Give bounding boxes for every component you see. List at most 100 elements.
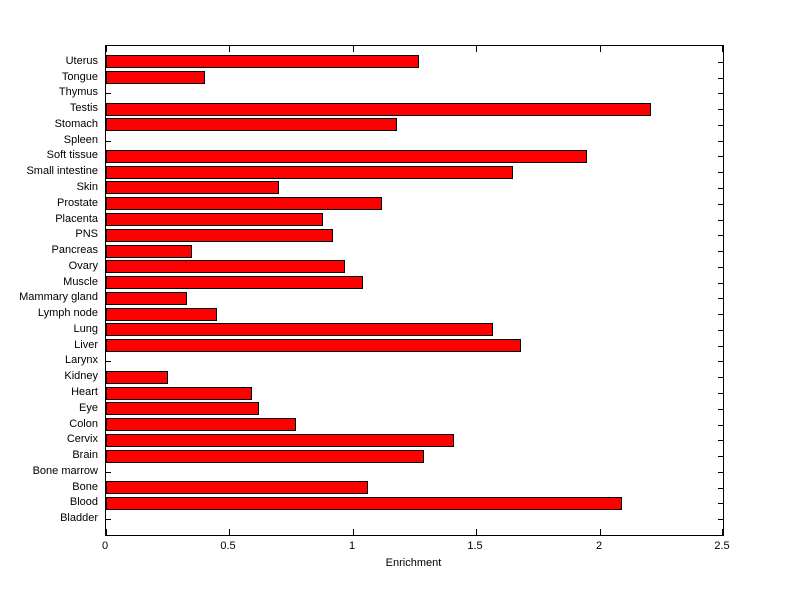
x-axis-tick-label: 0.5 <box>220 540 236 552</box>
y-axis-label: Bone marrow <box>32 465 98 477</box>
y-axis-label: Bone <box>72 481 98 493</box>
y-tick-mark <box>718 62 723 63</box>
y-tick-mark <box>718 409 723 410</box>
y-tick-mark <box>106 519 111 520</box>
y-tick-mark <box>106 361 111 362</box>
y-tick-mark <box>718 346 723 347</box>
y-axis-label: Colon <box>69 418 98 430</box>
y-axis-label: Blood <box>69 496 98 508</box>
y-tick-mark <box>106 472 111 473</box>
x-tick-mark <box>106 529 107 535</box>
bar <box>106 481 368 494</box>
y-tick-mark <box>718 235 723 236</box>
y-tick-mark <box>718 519 723 520</box>
x-tick-mark <box>722 46 723 52</box>
bar <box>106 181 279 194</box>
y-tick-mark <box>718 220 723 221</box>
y-tick-mark <box>718 503 723 504</box>
x-tick-mark <box>353 46 354 52</box>
y-axis-label: Placenta <box>55 213 98 225</box>
bar <box>106 387 252 400</box>
y-axis-label: Larynx <box>64 354 98 366</box>
bar <box>106 71 205 84</box>
y-axis-label: Eye <box>79 402 98 414</box>
y-tick-mark <box>718 314 723 315</box>
x-axis-tick-label: 1 <box>348 540 356 552</box>
y-tick-mark <box>718 488 723 489</box>
y-tick-mark <box>718 298 723 299</box>
y-tick-mark <box>718 78 723 79</box>
x-axis-tick-label: 2 <box>595 540 603 552</box>
x-tick-mark <box>476 529 477 535</box>
x-tick-mark <box>229 46 230 52</box>
y-axis-label: Uterus <box>65 55 98 67</box>
bar <box>106 213 323 226</box>
bar <box>106 245 192 258</box>
y-tick-mark <box>718 172 723 173</box>
y-tick-mark <box>718 251 723 252</box>
x-tick-mark <box>353 529 354 535</box>
x-tick-mark <box>600 46 601 52</box>
bar <box>106 150 587 163</box>
y-axis-label: Small intestine <box>26 165 98 177</box>
bar <box>106 323 493 336</box>
y-tick-mark <box>718 156 723 157</box>
y-tick-mark <box>718 377 723 378</box>
y-tick-mark <box>718 361 723 362</box>
y-axis-label: Cervix <box>66 433 98 445</box>
bar <box>106 166 513 179</box>
y-tick-mark <box>718 425 723 426</box>
y-axis-label: Liver <box>74 339 98 351</box>
y-axis-label: Heart <box>71 386 98 398</box>
x-tick-mark <box>106 46 107 52</box>
y-axis-label: Lung <box>73 323 98 335</box>
bar <box>106 55 419 68</box>
y-tick-mark <box>718 204 723 205</box>
y-axis-label: Spleen <box>63 134 98 146</box>
y-tick-mark <box>718 267 723 268</box>
bar <box>106 497 622 510</box>
bar <box>106 434 454 447</box>
bar <box>106 292 187 305</box>
y-axis-label: Lymph node <box>37 307 98 319</box>
y-axis-label: Prostate <box>57 197 98 209</box>
x-axis-tick-label: 2.5 <box>714 540 730 552</box>
y-axis-label: Soft tissue <box>46 149 98 161</box>
y-axis-label: Skin <box>76 181 98 193</box>
bar <box>106 197 382 210</box>
y-axis-label: Ovary <box>68 260 98 272</box>
y-tick-mark <box>718 188 723 189</box>
y-axis-label: Pancreas <box>51 244 98 256</box>
y-tick-mark <box>106 141 111 142</box>
y-tick-mark <box>718 440 723 441</box>
x-tick-mark <box>722 529 723 535</box>
y-tick-mark <box>718 472 723 473</box>
y-tick-mark <box>106 93 111 94</box>
y-axis-label: Bladder <box>60 512 98 524</box>
plot-area <box>105 45 724 536</box>
bar <box>106 418 296 431</box>
bar <box>106 103 651 116</box>
y-axis-label: Tongue <box>61 71 98 83</box>
y-tick-mark <box>718 283 723 284</box>
y-tick-mark <box>718 456 723 457</box>
x-tick-mark <box>600 529 601 535</box>
bar <box>106 450 424 463</box>
bar <box>106 276 363 289</box>
x-axis-tick-label: 0 <box>101 540 109 552</box>
y-tick-mark <box>718 125 723 126</box>
x-tick-mark <box>229 529 230 535</box>
y-tick-mark <box>718 393 723 394</box>
bar <box>106 118 397 131</box>
y-axis-label: Stomach <box>54 118 98 130</box>
bar <box>106 308 217 321</box>
bar <box>106 339 521 352</box>
y-axis-label: Thymus <box>58 86 98 98</box>
y-axis-label: Kidney <box>64 370 98 382</box>
y-axis-label: Testis <box>69 102 98 114</box>
bar <box>106 371 168 384</box>
bar <box>106 260 345 273</box>
y-tick-mark <box>718 93 723 94</box>
bar <box>106 402 259 415</box>
